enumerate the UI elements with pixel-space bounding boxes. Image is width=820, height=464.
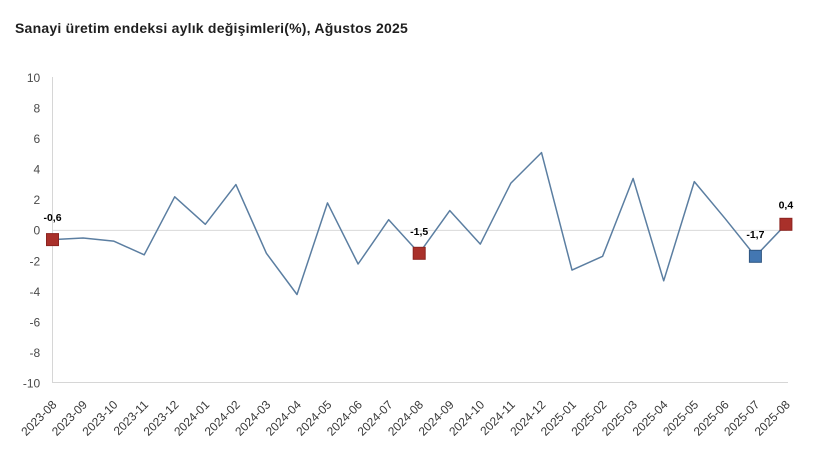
svg-text:8: 8	[34, 102, 41, 116]
svg-text:-10: -10	[23, 376, 41, 390]
svg-text:4: 4	[34, 163, 41, 177]
svg-text:-8: -8	[30, 346, 41, 360]
svg-text:2: 2	[34, 193, 41, 207]
svg-text:-1,5: -1,5	[410, 226, 428, 238]
svg-text:-1,7: -1,7	[746, 229, 764, 241]
svg-text:0: 0	[34, 224, 41, 238]
svg-text:Sanayi üretim endeksi aylık de: Sanayi üretim endeksi aylık değişimleri(…	[15, 20, 408, 36]
svg-text:10: 10	[27, 71, 41, 85]
svg-text:-6: -6	[30, 315, 41, 329]
svg-text:-2: -2	[30, 254, 41, 268]
svg-text:0,4: 0,4	[779, 199, 794, 211]
svg-text:-4: -4	[30, 285, 41, 299]
svg-text:6: 6	[34, 132, 41, 146]
svg-text:-0,6: -0,6	[43, 212, 61, 224]
